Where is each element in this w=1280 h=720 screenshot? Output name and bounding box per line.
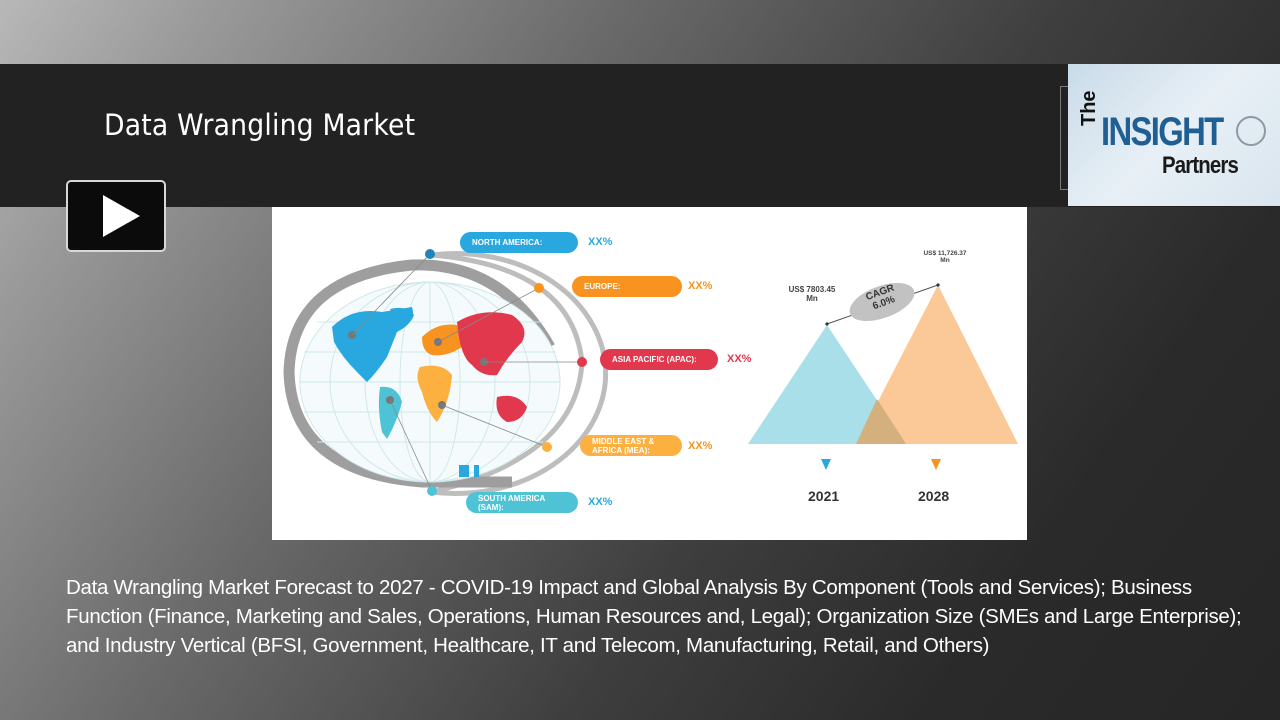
region-value: XX% — [688, 280, 713, 292]
insight-partners-logo: The INSIGHT Partners — [1068, 64, 1280, 206]
world-map-globe — [283, 249, 609, 496]
year-2021: 2021 — [808, 488, 840, 504]
region-label: MIDDLE EAST & AFRICA (MEA): — [592, 436, 655, 455]
region-pill-europe: EUROPE: — [572, 276, 682, 297]
region-pill-north-america: NORTH AMERICA: — [460, 232, 578, 253]
title-bar — [0, 64, 1280, 207]
region-label: EUROPE: — [584, 282, 621, 291]
region-value: XX% — [588, 236, 613, 248]
region-label: ASIA PACIFIC (APAC): — [612, 355, 697, 364]
region-value: XX% — [588, 496, 613, 508]
magnifier-icon — [1236, 116, 1266, 146]
year-2028: 2028 — [918, 488, 950, 504]
region-pill-asia-pacific: ASIA PACIFIC (APAC): — [600, 349, 718, 370]
region-pill-middle-east-africa: MIDDLE EAST & AFRICA (MEA): — [580, 435, 682, 456]
play-button[interactable] — [66, 180, 166, 252]
play-icon — [103, 195, 140, 237]
region-label: SOUTH AMERICA (SAM): — [478, 493, 545, 512]
market-size-chart — [748, 282, 1018, 470]
market-2021-value: US$ 7803.45 Mn — [788, 285, 836, 304]
market-2028-value: US$ 11,726.37 Mn — [923, 250, 967, 265]
region-pill-south-america: SOUTH AMERICA (SAM): — [466, 492, 578, 513]
slide-title: Data Wrangling Market — [104, 108, 416, 142]
slide-description: Data Wrangling Market Forecast to 2027 -… — [66, 576, 1242, 657]
region-label: NORTH AMERICA: — [472, 238, 543, 247]
region-value: XX% — [688, 440, 713, 452]
market-infographic: NORTH AMERICA: XX% EUROPE: XX% ASIA PACI… — [272, 207, 1027, 540]
logo-frame — [1060, 86, 1068, 190]
region-value: XX% — [727, 353, 752, 365]
logo-partners-text: Partners — [1162, 152, 1239, 179]
logo-the-text: The — [1078, 90, 1100, 126]
logo-insight-text: INSIGHT — [1101, 110, 1224, 154]
